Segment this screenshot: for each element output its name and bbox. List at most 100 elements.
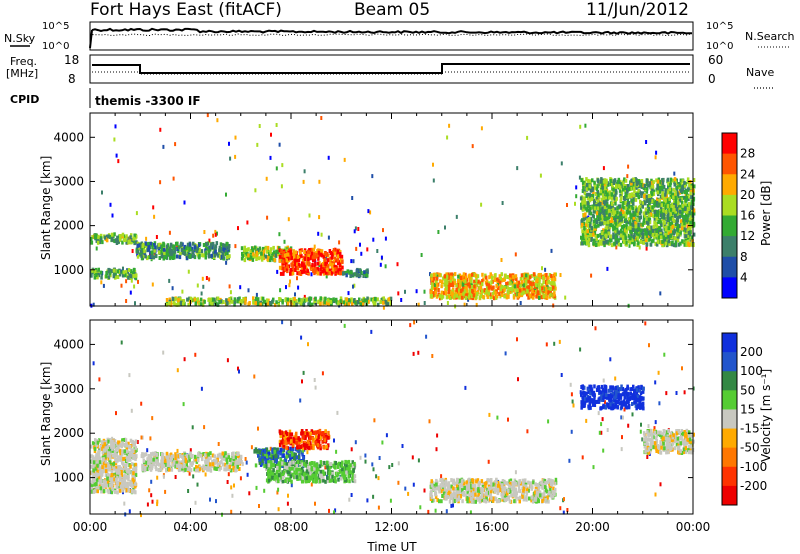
power-region-cell <box>538 295 541 300</box>
velocity-region-cell <box>113 453 116 458</box>
power-region-cell <box>681 203 685 208</box>
power-region-cell <box>598 239 602 244</box>
power-region-cell <box>596 199 599 204</box>
power-region-cell <box>356 269 359 274</box>
power-region-cell <box>606 192 609 197</box>
power-cell <box>134 301 136 306</box>
power-region-cell <box>165 252 168 257</box>
power-region-cell <box>290 252 294 257</box>
power-region-cell <box>255 296 258 301</box>
power-region-cell <box>329 262 332 267</box>
velocity-region-cell <box>100 440 104 445</box>
velocity-cell <box>286 501 289 506</box>
power-region-cell <box>335 300 339 305</box>
power-region-cell <box>366 268 369 273</box>
power-region-cell <box>618 204 621 209</box>
power-cell <box>214 232 217 237</box>
velocity-region-cell <box>134 448 137 453</box>
power-region-cell <box>316 267 320 272</box>
power-region-cell <box>299 250 302 255</box>
power-region-cell <box>674 195 677 200</box>
velocity-region-cell <box>121 467 125 472</box>
power-cell <box>294 292 296 297</box>
freq-tick-bottom: 8 <box>68 72 76 86</box>
power-region-cell <box>522 275 526 280</box>
power-region-cell <box>458 273 461 278</box>
power-region-cell <box>657 177 661 182</box>
power-region-cell <box>616 206 619 211</box>
power-region-cell <box>606 208 609 213</box>
power-region-cell <box>675 185 679 190</box>
velocity-cell <box>623 407 626 412</box>
power-region-cell <box>622 201 625 205</box>
power-cell <box>420 253 423 257</box>
power-cell <box>578 175 581 180</box>
velocity-cell <box>621 415 624 420</box>
velocity-region-cell <box>104 480 107 485</box>
power-cell <box>92 302 95 307</box>
power-cell <box>584 123 587 128</box>
power-region-cell <box>187 302 190 307</box>
power-region-cell <box>449 278 452 283</box>
power-region-cell <box>629 235 632 240</box>
power-region-cell <box>604 196 608 201</box>
power-region-cell <box>299 302 303 307</box>
power-region-cell <box>597 239 600 244</box>
power-region-cell <box>532 281 535 286</box>
velocity-cell <box>592 465 595 470</box>
power-region-cell <box>488 285 492 290</box>
power-region-cell <box>610 243 614 248</box>
power-region-cell <box>602 196 605 201</box>
power-region-cell <box>546 280 549 285</box>
velocity-region-cell <box>104 448 107 453</box>
power-region-cell <box>593 180 596 185</box>
power-region-cell <box>583 230 587 235</box>
power-region-cell <box>512 295 516 300</box>
power-region-cell <box>673 236 676 241</box>
power-cell <box>369 210 372 215</box>
power-region-cell <box>654 213 657 218</box>
power-region-cell <box>292 249 295 254</box>
velocity-region-cell <box>118 455 121 460</box>
power-region-cell <box>170 249 174 254</box>
power-region-cell <box>689 242 692 247</box>
velocity-region-cell <box>127 441 130 446</box>
nave-label: Nave <box>746 66 774 79</box>
power-cell <box>645 246 648 251</box>
power-cell <box>280 184 283 189</box>
power-region-cell <box>197 255 201 260</box>
velocity-region-cell <box>111 476 115 480</box>
power-region-cell <box>688 205 691 210</box>
velocity-cell <box>412 351 415 356</box>
power-data <box>90 113 696 310</box>
power-region-cell <box>635 185 638 190</box>
power-region-cell <box>331 263 335 268</box>
power-region-cell <box>605 201 609 206</box>
velocity-region-cell <box>121 488 124 493</box>
power-region-cell <box>611 207 615 212</box>
velocity-cell <box>683 390 686 395</box>
velocity-region-cell <box>97 465 101 470</box>
power-region-cell <box>666 177 670 182</box>
power-region-cell <box>303 265 307 270</box>
power-region-cell <box>153 248 156 253</box>
freq-label: Freq. <box>10 55 37 68</box>
power-region-cell <box>655 223 659 228</box>
power-region-cell <box>173 246 177 251</box>
power-region-cell <box>433 292 437 297</box>
power-region-cell <box>490 280 493 285</box>
power-region-cell <box>586 196 590 201</box>
power-region-cell <box>592 198 596 203</box>
power-region-cell <box>678 212 681 217</box>
power-region-cell <box>467 294 471 299</box>
power-region-cell <box>265 249 269 254</box>
power-region-cell <box>194 298 198 303</box>
power-cell <box>579 124 582 129</box>
power-region-cell <box>603 215 607 220</box>
power-region-cell <box>582 189 586 194</box>
velocity-cell <box>562 510 565 515</box>
power-region-cell <box>618 222 622 227</box>
power-region-cell <box>635 182 639 187</box>
power-cell <box>278 232 281 237</box>
power-region-cell <box>278 254 282 259</box>
